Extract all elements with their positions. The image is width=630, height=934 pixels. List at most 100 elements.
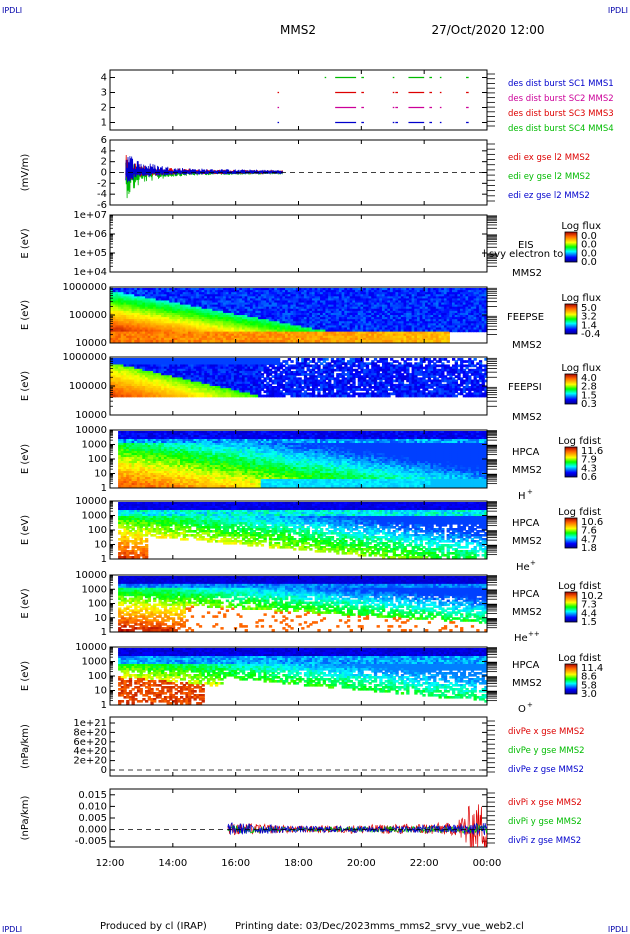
spectrogram-cell (341, 317, 345, 320)
spectrogram-cell (185, 335, 189, 339)
spectrogram-cell (110, 308, 114, 312)
spectrogram-cell (290, 331, 294, 335)
spectrogram-cell (188, 333, 192, 337)
spectrogram-cell (333, 304, 337, 308)
spectrogram-cell (325, 304, 329, 308)
spectrogram-cell (142, 335, 146, 339)
spectrogram-cell (333, 319, 337, 322)
spectrogram-cell (341, 329, 345, 333)
spectrogram-cell (274, 317, 278, 320)
spectrogram-cell (190, 288, 195, 291)
spectrogram-cell (231, 325, 235, 329)
spectrogram-cell (317, 312, 321, 316)
spectrogram-cell (293, 329, 297, 333)
spectrogram-cell (198, 325, 203, 329)
spectrogram-cell (136, 333, 141, 337)
spectrogram-cell (158, 339, 162, 343)
spectrogram-cell (182, 312, 186, 316)
spectrogram-cell (341, 337, 345, 341)
y-tick-label: -6 (97, 200, 107, 211)
y-tick-label: 4 (101, 73, 107, 84)
spectrogram-cell (128, 333, 133, 337)
spectrogram-cell (330, 306, 335, 310)
spectrogram-cell (220, 339, 224, 343)
spectrogram-cell (311, 292, 316, 295)
spectrogram-cell (123, 327, 127, 331)
spectrogram-cell (314, 331, 318, 335)
spectrogram-cell (145, 294, 149, 297)
spectrogram-cell (252, 323, 257, 326)
spectrogram-cell (190, 331, 195, 335)
spectrogram-cell (150, 306, 154, 310)
spectrogram-cell (188, 296, 192, 299)
spectrogram-cell (228, 335, 232, 339)
spectrogram-cell (333, 292, 337, 295)
spectrogram-cell (295, 302, 300, 306)
spectrogram-cell (204, 294, 208, 297)
spectrogram-cell (309, 319, 313, 322)
spectrogram-cell (233, 327, 238, 331)
spectrogram-cell (169, 312, 173, 316)
spectrogram-cell (328, 339, 332, 343)
spectrogram-cell (198, 317, 203, 320)
spectrogram-cell (225, 292, 230, 295)
spectrogram-cell (231, 308, 235, 312)
spectrogram-cell (279, 290, 283, 293)
spectrogram-cell (110, 317, 114, 320)
spectrogram-cell (190, 294, 195, 297)
spectrogram-cell (295, 290, 300, 293)
spectrogram-cell (126, 306, 130, 310)
spectrogram-cell (198, 300, 203, 304)
spectrogram-cell (150, 319, 154, 322)
spectrogram-cell (201, 312, 205, 316)
spectrogram-cell (158, 323, 162, 326)
spectrogram-cell (158, 315, 162, 318)
spectrogram-cell (266, 339, 270, 343)
spectrogram-cell (252, 325, 257, 329)
spectrogram-cell (314, 321, 318, 324)
spectrogram-cell (255, 327, 259, 331)
colorbar (564, 231, 578, 263)
spectrogram-cell (177, 331, 181, 335)
spectrogram-cell (290, 306, 294, 310)
spectrogram-cell (188, 319, 192, 322)
spectrogram-cell (231, 317, 235, 320)
spectrogram-cell (193, 321, 197, 324)
spectrogram-cell (147, 302, 151, 306)
colorbar-tick-label: 0.0 (581, 231, 597, 242)
spectrogram-cell (233, 290, 238, 293)
spectrogram-cell (158, 296, 162, 299)
spectrogram-cell (188, 298, 192, 302)
spectrogram-cell (115, 292, 119, 295)
spectrogram-cell (212, 292, 216, 295)
spectrogram-cell (166, 302, 170, 306)
spectrogram-cell (333, 331, 337, 335)
spectrogram-cell (228, 327, 232, 331)
spectrogram-cell (244, 315, 248, 318)
spectrogram-cell (266, 335, 270, 339)
spectrogram-cell (120, 296, 125, 299)
spectrogram-cell (317, 335, 321, 339)
spectrogram-cell (131, 310, 135, 314)
spectrogram-cell (271, 325, 275, 329)
spectrogram-cell (244, 325, 248, 329)
spectrogram-cell (225, 288, 230, 291)
spectrogram-cell (290, 310, 294, 314)
spectrogram-cell (188, 315, 192, 318)
spectrogram-cell (320, 321, 324, 324)
spectrogram-cell (341, 312, 345, 316)
spectrogram-cell (250, 339, 254, 343)
spectrogram-cell (204, 298, 208, 302)
spectrogram-cell (136, 300, 141, 304)
spectrogram-cell (311, 327, 316, 331)
spectrogram-cell (145, 337, 149, 341)
spectrogram-cell (231, 302, 235, 306)
spectrogram-cell (287, 288, 292, 291)
spectrogram-cell (161, 325, 165, 329)
spectrogram-cell (120, 325, 125, 329)
spectrogram-cell (180, 312, 184, 316)
spectrogram-cell (282, 329, 286, 333)
spectrogram-cell (201, 292, 205, 295)
spectrogram-cell (258, 319, 262, 322)
